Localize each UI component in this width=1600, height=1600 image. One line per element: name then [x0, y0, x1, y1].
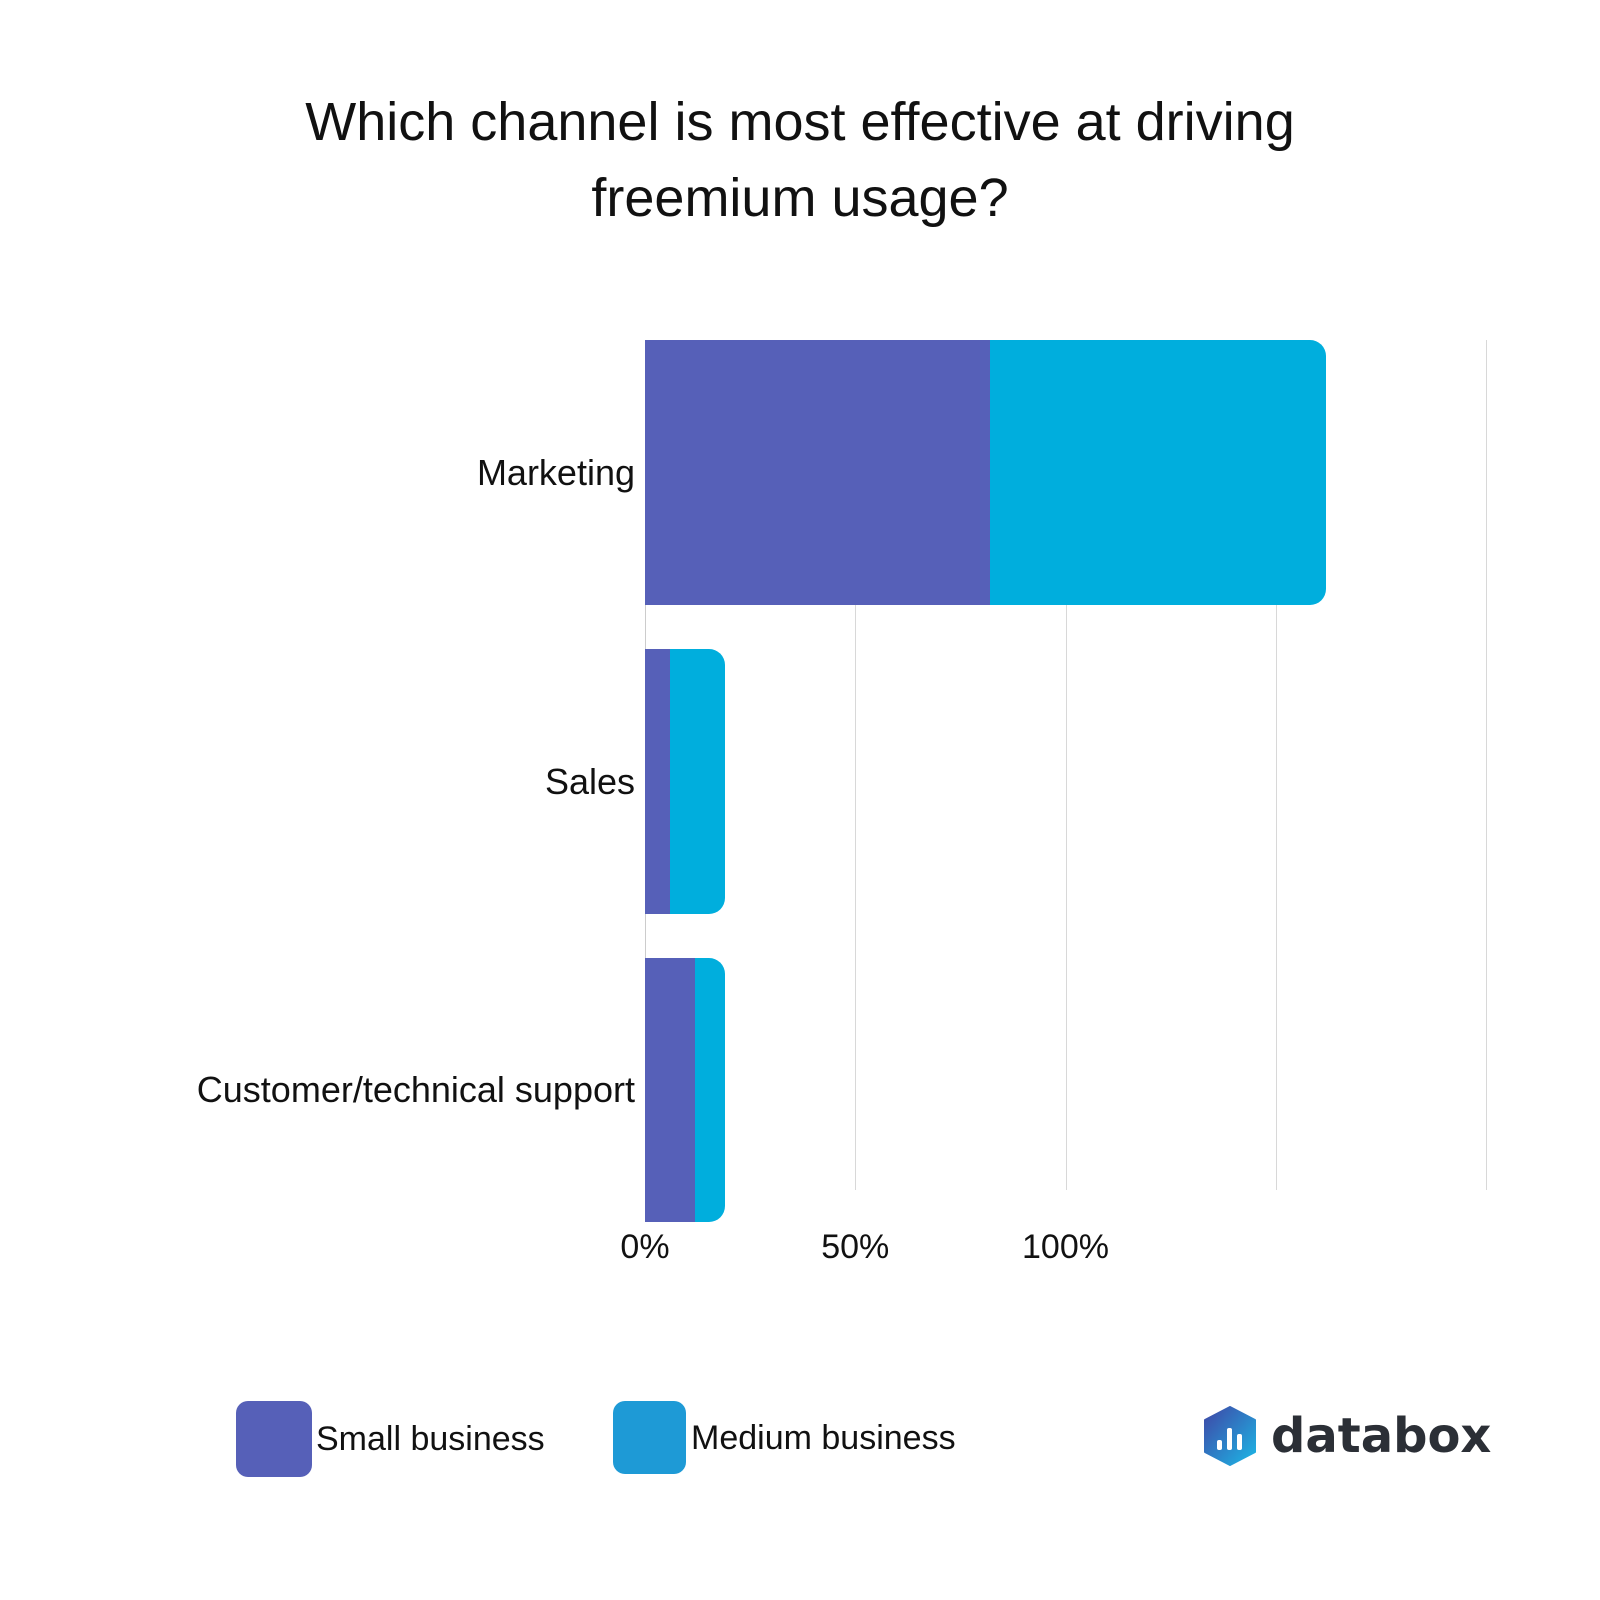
- legend-label-small-business: Small business: [316, 1420, 545, 1458]
- legend-swatch-medium-business: [613, 1401, 686, 1474]
- gridline-200: [1486, 340, 1487, 1190]
- legend-swatch-small-business: [236, 1401, 312, 1477]
- gridline-50: [855, 340, 857, 1190]
- x-tick-label: 100%: [1022, 1228, 1109, 1266]
- x-tick-label: 50%: [821, 1228, 890, 1266]
- category-label: Marketing: [476, 451, 635, 493]
- bar-small-business: [645, 340, 990, 605]
- legend-label-medium-business: Medium business: [691, 1419, 956, 1457]
- databox-wordmark: databox: [1271, 1408, 1492, 1464]
- bar-medium-business: [989, 340, 1327, 605]
- bar-medium-business: [695, 958, 725, 1222]
- gridline-100: [1065, 340, 1067, 1190]
- title-line-1: Which channel is most effective at drivi…: [305, 92, 1295, 152]
- category-label: Sales: [544, 760, 635, 802]
- category-label: Customer/technical support: [196, 1069, 635, 1110]
- databox-hexagon-icon: [1204, 1406, 1256, 1466]
- gridline-150: [1275, 340, 1277, 1190]
- title-line-2: freemium usage?: [591, 168, 1009, 228]
- databox-logo: databox: [1203, 1406, 1491, 1466]
- bar-small-business: [645, 958, 696, 1222]
- bar-medium-business: [670, 649, 725, 914]
- chart-title: Which channel is most effective at drivi…: [0, 84, 1600, 236]
- bar-small-business: [645, 649, 671, 914]
- x-tick-label: 0%: [620, 1228, 670, 1266]
